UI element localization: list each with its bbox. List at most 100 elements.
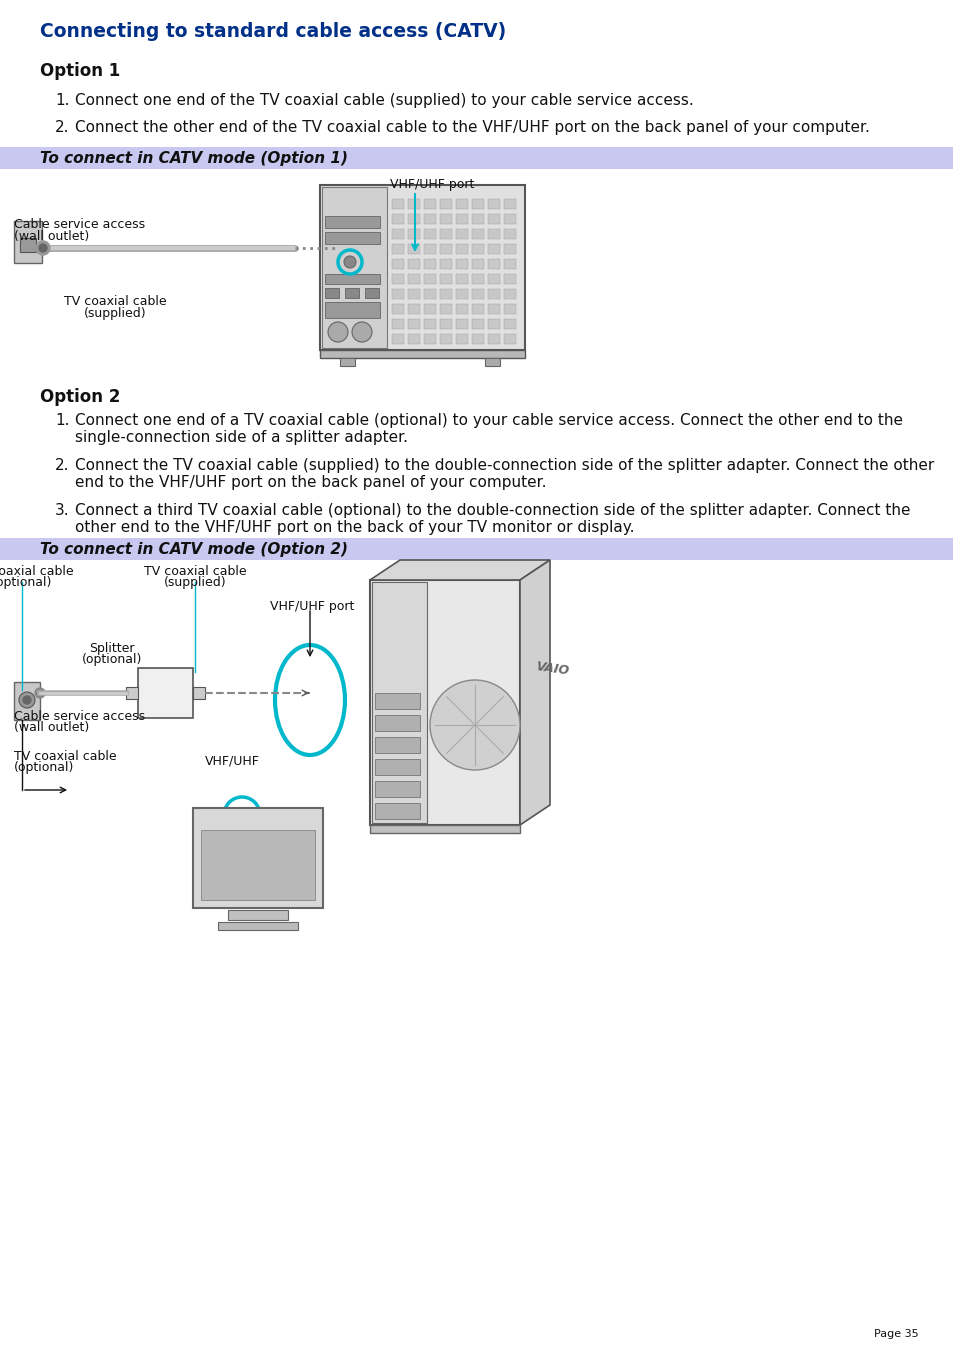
Bar (322, 186, 387, 349)
Text: 1.: 1. (55, 93, 70, 108)
Bar (488, 319, 499, 330)
Bar (488, 304, 499, 313)
Bar (503, 319, 516, 330)
Bar (472, 259, 483, 269)
Text: other end to the VHF/UHF port on the back of your TV monitor or display.: other end to the VHF/UHF port on the bac… (75, 520, 634, 535)
Bar (325, 303, 379, 317)
Text: VAIO: VAIO (535, 661, 570, 678)
Bar (456, 199, 468, 209)
Bar (456, 245, 468, 254)
Text: Option 2: Option 2 (40, 388, 120, 407)
Bar (423, 213, 436, 224)
Text: To connect in CATV mode (Option 1): To connect in CATV mode (Option 1) (40, 151, 348, 166)
Text: (wall outlet): (wall outlet) (14, 230, 90, 243)
Bar (439, 245, 452, 254)
Polygon shape (370, 561, 550, 580)
Bar (325, 232, 379, 245)
Text: single-connection side of a splitter adapter.: single-connection side of a splitter ada… (75, 430, 408, 444)
Bar (503, 304, 516, 313)
Bar (375, 715, 419, 731)
Bar (439, 213, 452, 224)
Bar (503, 259, 516, 269)
Bar (472, 230, 483, 239)
Bar (423, 230, 436, 239)
Bar (370, 825, 519, 834)
Circle shape (430, 680, 519, 770)
Bar (375, 802, 419, 819)
Bar (503, 199, 516, 209)
Bar (138, 667, 193, 717)
Bar (126, 688, 138, 698)
Bar (193, 688, 205, 698)
Bar (408, 199, 419, 209)
Text: VHF/UHF: VHF/UHF (205, 755, 259, 767)
Bar (456, 213, 468, 224)
Bar (439, 199, 452, 209)
Bar (439, 230, 452, 239)
Bar (392, 319, 403, 330)
Bar (439, 289, 452, 299)
Circle shape (39, 245, 47, 253)
Bar (201, 830, 314, 900)
Bar (365, 288, 378, 299)
Bar (218, 921, 297, 929)
Text: To connect in CATV mode (Option 2): To connect in CATV mode (Option 2) (40, 542, 348, 557)
Bar (503, 274, 516, 284)
Bar (423, 304, 436, 313)
Bar (423, 274, 436, 284)
Bar (325, 274, 379, 284)
Bar (14, 222, 42, 263)
Text: VHF/UHF port: VHF/UHF port (390, 178, 474, 190)
Text: VHF/UHF port: VHF/UHF port (270, 600, 354, 613)
Bar (456, 319, 468, 330)
Bar (472, 334, 483, 345)
Bar (488, 245, 499, 254)
Bar (439, 334, 452, 345)
Bar (228, 911, 288, 920)
Bar (20, 238, 36, 253)
Text: (optional): (optional) (0, 576, 52, 589)
Bar (423, 334, 436, 345)
Bar (392, 334, 403, 345)
Bar (503, 245, 516, 254)
Bar (372, 582, 427, 823)
Bar (488, 274, 499, 284)
Bar (408, 334, 419, 345)
Bar (423, 289, 436, 299)
Circle shape (337, 250, 361, 274)
Text: TV coaxial cable: TV coaxial cable (144, 565, 246, 578)
Bar (392, 289, 403, 299)
Bar (423, 199, 436, 209)
Bar (484, 358, 499, 366)
Bar (472, 274, 483, 284)
Bar (339, 358, 355, 366)
Bar (488, 334, 499, 345)
Text: end to the VHF/UHF port on the back panel of your computer.: end to the VHF/UHF port on the back pane… (75, 476, 546, 490)
Text: (optional): (optional) (82, 653, 142, 666)
Bar (456, 289, 468, 299)
Text: 1.: 1. (55, 413, 70, 428)
Bar (439, 259, 452, 269)
Bar (472, 289, 483, 299)
Bar (488, 289, 499, 299)
Text: Cable service access: Cable service access (14, 218, 145, 231)
Bar (319, 185, 524, 350)
Bar (345, 288, 358, 299)
Bar (392, 304, 403, 313)
Circle shape (344, 255, 355, 267)
Bar (488, 259, 499, 269)
Polygon shape (519, 561, 550, 825)
Bar (488, 230, 499, 239)
Bar (408, 274, 419, 284)
Bar (472, 213, 483, 224)
Bar (472, 245, 483, 254)
Text: TV coaxial cable: TV coaxial cable (14, 750, 116, 763)
Bar (408, 289, 419, 299)
Text: Page 35: Page 35 (874, 1329, 918, 1339)
Circle shape (19, 692, 35, 708)
Circle shape (352, 322, 372, 342)
Bar (0, 147, 953, 169)
Bar (456, 230, 468, 239)
Text: Connect a third TV coaxial cable (optional) to the double-connection side of the: Connect a third TV coaxial cable (option… (75, 503, 909, 517)
Bar (439, 304, 452, 313)
